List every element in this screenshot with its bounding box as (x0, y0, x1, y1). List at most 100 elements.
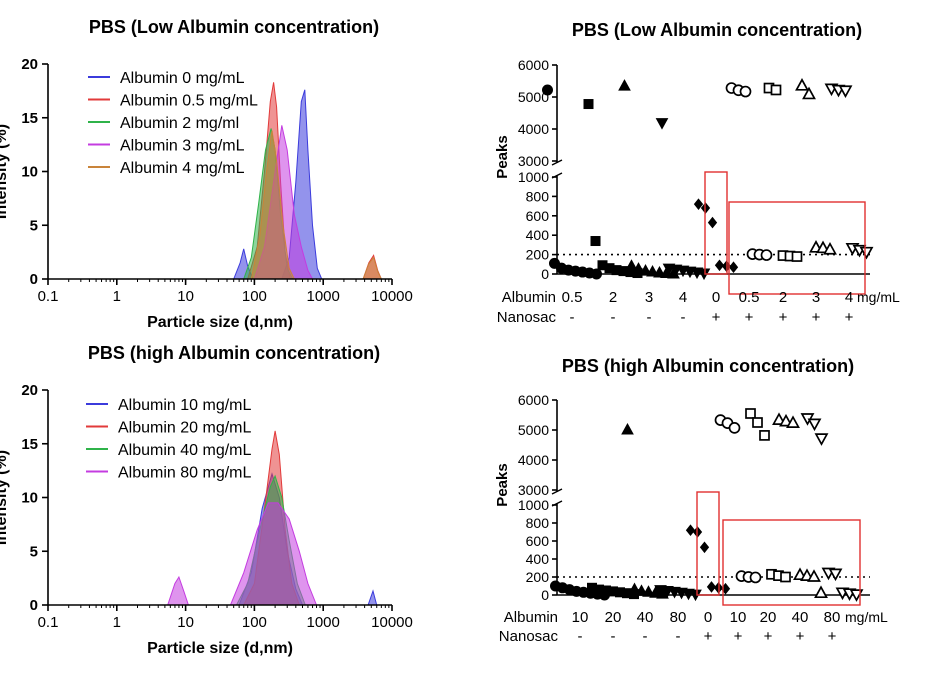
chart-title: PBS (Low Albumin concentration) (89, 17, 379, 37)
peaks-chart-4: PBS (high Albumin concentration) 3000 4000… (494, 356, 888, 645)
chart-title: PBS (high Albumin concentration) (562, 356, 854, 376)
nanosac-label: + (764, 628, 773, 645)
nanosac-label: - (681, 309, 686, 326)
data-point (728, 422, 741, 434)
nanosac-label: + (745, 309, 754, 326)
nanosac-label: - (578, 628, 583, 645)
distribution-chart-2: PBS (high Albumin concentration) 0 5 10 15 20… (0, 343, 413, 657)
albumin-label: 20 (760, 609, 777, 626)
albumin-label: 10 (572, 609, 589, 626)
y-tick-label: 4000 (518, 452, 549, 468)
series-area (48, 130, 392, 280)
data-point (795, 78, 809, 91)
nanosac-label: + (845, 309, 854, 326)
y-tick-label: 200 (526, 569, 550, 585)
series-area (48, 474, 392, 606)
legend-label: Albumin 10 mg/mL (118, 397, 251, 414)
y-tick-label: 20 (21, 56, 38, 73)
legend-label: Albumin 0.5 mg/mL (120, 93, 258, 110)
data-point (706, 581, 717, 593)
legend-label: Albumin 4 mg/mL (120, 160, 245, 177)
nanosac-label: - (647, 309, 652, 326)
y-tick-label: 5000 (518, 422, 549, 438)
y-tick-label: 800 (526, 515, 550, 531)
y-tick-label: 0 (30, 271, 38, 288)
data-point (632, 262, 645, 274)
y-tick-label: 3000 (518, 153, 549, 169)
x-tick-label: 1000 (307, 288, 340, 305)
data-point (655, 118, 669, 130)
x-tick-label: 10000 (371, 614, 413, 631)
x-tick-label: 100 (242, 614, 267, 631)
y-tick-label: 600 (526, 208, 550, 224)
x-tick-label: 10 (177, 614, 194, 631)
y-tick-label: 6000 (518, 57, 549, 73)
albumin-label: 0 (712, 289, 720, 306)
legend-label: Albumin 2 mg/ml (120, 115, 239, 132)
y-tick-label: 4000 (518, 121, 549, 137)
albumin-label: 20 (605, 609, 622, 626)
albumin-label: 4 (845, 289, 853, 306)
data-point (591, 268, 602, 280)
data-point (646, 265, 659, 277)
albumin-label: 2 (779, 289, 787, 306)
x-tick-label: 0.1 (38, 288, 59, 305)
albumin-label: 3 (812, 289, 820, 306)
legend-label: Albumin 40 mg/mL (118, 442, 251, 459)
legend-label: Albumin 3 mg/mL (120, 138, 245, 155)
y-tick-label: 15 (21, 436, 38, 453)
axis-break-mark (551, 159, 563, 166)
unit-label: mg/mL (845, 609, 888, 625)
series-area (48, 502, 392, 606)
data-point (635, 584, 648, 596)
albumin-label: 80 (670, 609, 687, 626)
y-tick-label: 3000 (518, 482, 549, 498)
y-tick-label: 5000 (518, 89, 549, 105)
y-tick-label: 10 (21, 490, 38, 507)
data-point (849, 589, 864, 602)
albumin-label: 0.5 (562, 289, 583, 306)
x-tick-label: 0.1 (38, 614, 59, 631)
albumin-label: 10 (730, 609, 747, 626)
legend-label: Albumin 0 mg/mL (120, 70, 245, 87)
data-point (625, 259, 638, 271)
data-point (802, 86, 816, 100)
nanosac-label: - (611, 628, 616, 645)
data-point (542, 84, 553, 96)
chart-title: PBS (Low Albumin concentration) (572, 20, 862, 40)
data-point (780, 571, 791, 583)
data-point (759, 430, 770, 441)
unit-label: mg/mL (857, 289, 900, 305)
peaks-chart-3: PBS (Low Albumin concentration) 3000 4000 5… (494, 20, 900, 326)
series-area (48, 472, 392, 606)
y-axis-label: Intensity (%) (0, 450, 10, 545)
nanosac-label: + (828, 628, 837, 645)
x-tick-label: 1 (113, 614, 121, 631)
data-point (621, 422, 634, 435)
albumin-label: 40 (637, 609, 654, 626)
data-point (770, 84, 782, 96)
row-label-nanosac: Nanosac (497, 309, 557, 326)
albumin-label: 0 (704, 609, 712, 626)
albumin-label: 40 (792, 609, 809, 626)
data-point (760, 249, 773, 261)
y-tick-label: 200 (526, 247, 550, 263)
nanosac-label: - (676, 628, 681, 645)
data-point (707, 216, 718, 229)
row-label-albumin: Albumin (504, 609, 558, 626)
data-point (814, 585, 828, 599)
x-tick-label: 1000 (307, 614, 340, 631)
albumin-label: 80 (824, 609, 841, 626)
albumin-label: 2 (609, 289, 617, 306)
data-point (590, 236, 601, 247)
data-point (823, 241, 837, 255)
data-point (814, 433, 829, 446)
albumin-label: 3 (645, 289, 653, 306)
y-axis-label: Intensity (%) (0, 124, 10, 219)
y-tick-label: 1000 (518, 497, 549, 513)
nanosac-label: - (570, 309, 575, 326)
legend-label: Albumin 80 mg/mL (118, 465, 251, 482)
y-tick-label: 0 (30, 597, 38, 614)
highlight-box (722, 519, 861, 606)
